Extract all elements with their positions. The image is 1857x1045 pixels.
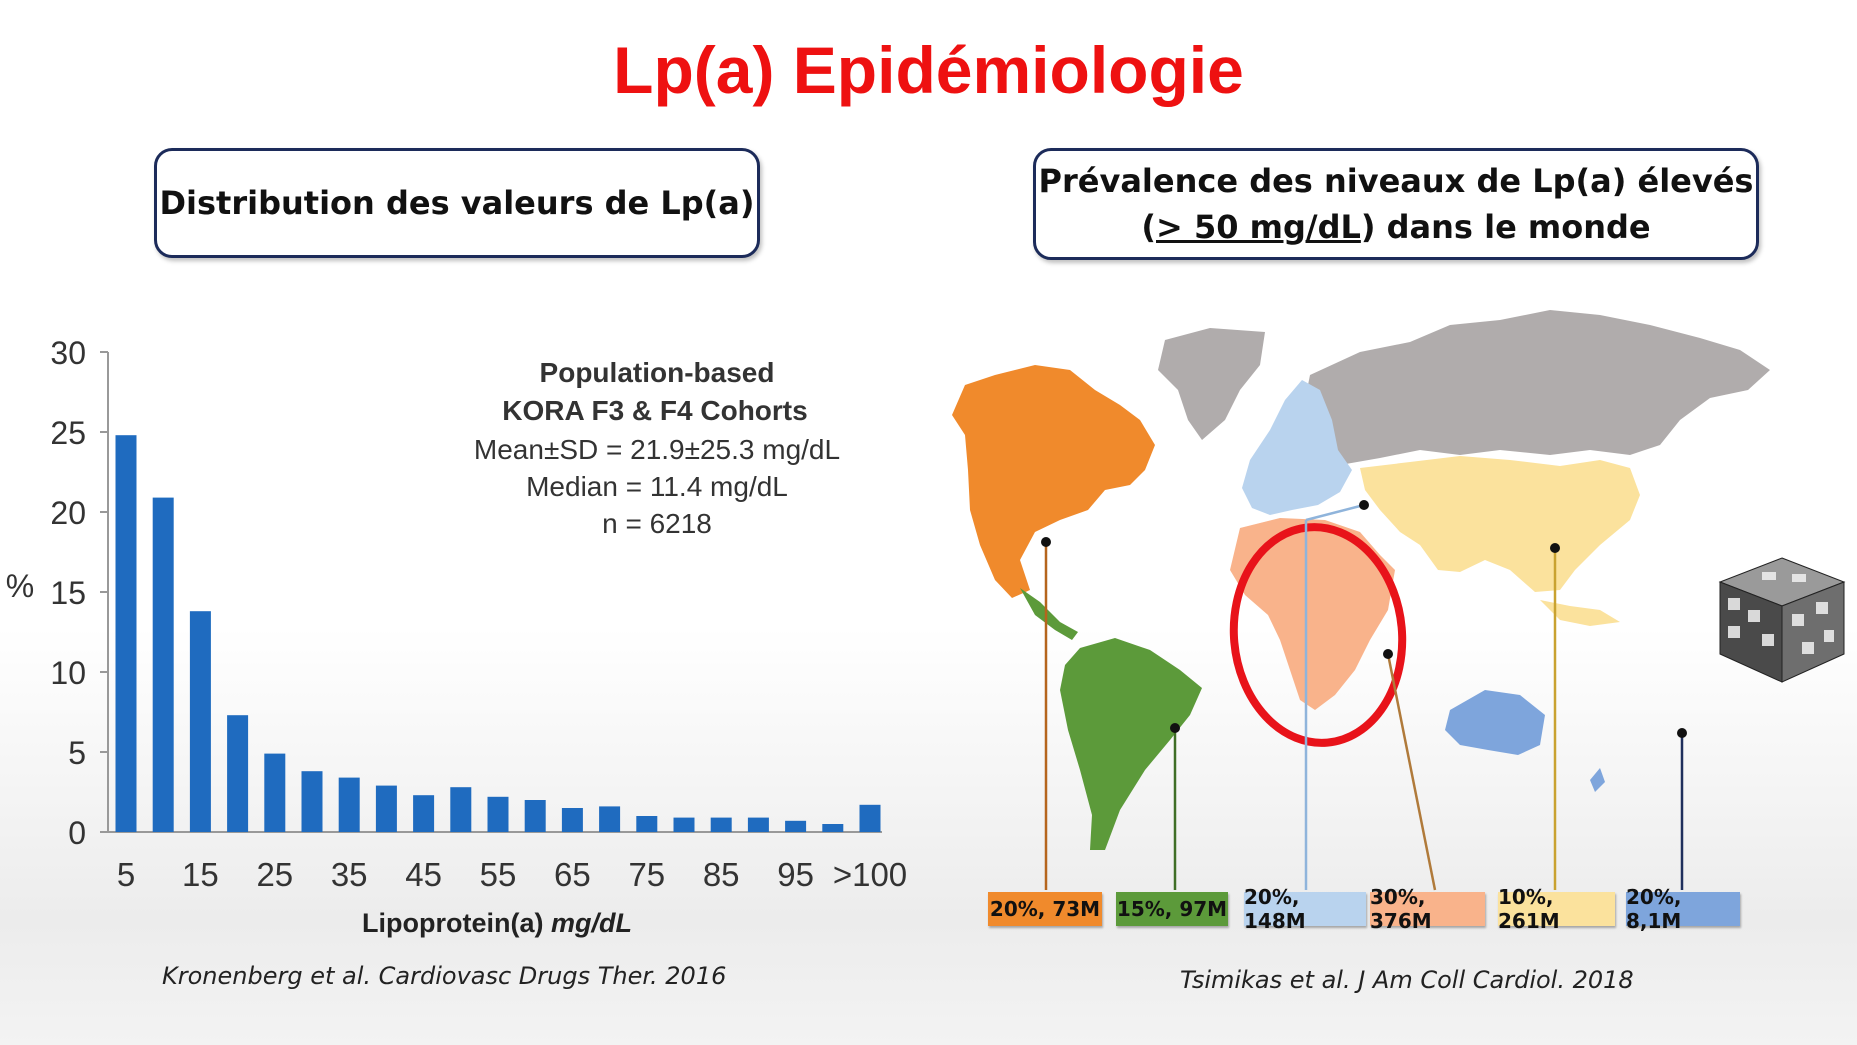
x-tick-label: 35 (331, 856, 368, 893)
x-tick-label: 55 (480, 856, 517, 893)
prevalence-heading-box: Prévalence des niveaux de Lp(a) élevés (… (1033, 148, 1759, 260)
x-tick-label: 45 (405, 856, 442, 893)
asia-region (1360, 456, 1640, 592)
bar-75 (636, 816, 658, 832)
x-axis-label: Lipoprotein(a) mg/dL (362, 908, 632, 938)
new-zealand-region (1590, 768, 1605, 792)
label-africa: 30%, 376M (1370, 885, 1485, 933)
central-america-region (1020, 588, 1078, 640)
y-tick-label: 20 (50, 495, 86, 531)
label-australia: 20%, 8,1M (1626, 885, 1740, 933)
leader-europe (1305, 503, 1365, 522)
bar-25 (264, 753, 286, 832)
marker-asia (1550, 543, 1560, 553)
label-asia: 10%, 261M (1498, 885, 1615, 933)
left-citation: Kronenberg et al. Cardiovasc Drugs Ther.… (162, 962, 727, 990)
region-markers (1041, 500, 1687, 738)
bar-65 (561, 808, 583, 832)
greenland-region (1158, 328, 1265, 440)
x-axis: 5 15 25 35 45 55 65 75 85 95 >100 (117, 856, 907, 893)
label-europe: 20%, 148M (1244, 885, 1366, 933)
bar-50 (450, 787, 472, 832)
annotation-line1: Population-based (540, 357, 775, 388)
y-tick-label: 10 (50, 655, 86, 691)
south-america-region (1060, 638, 1202, 850)
bar-5 (115, 435, 137, 832)
bar-10 (152, 497, 174, 832)
right-citation: Tsimikas et al. J Am Coll Cardiol. 2018 (1180, 966, 1634, 994)
prevalence-heading-line1: Prévalence des niveaux de Lp(a) élevés (1038, 162, 1754, 200)
y-tick-label: 5 (68, 735, 86, 771)
bar-55 (487, 796, 509, 832)
distribution-heading-box: Distribution des valeurs de Lp(a) (154, 148, 760, 258)
bar-95 (785, 820, 807, 832)
north-america-region (952, 365, 1155, 598)
chart-annotation: Population-based KORA F3 & F4 Cohorts Me… (474, 357, 840, 539)
bar-90 (747, 817, 769, 832)
europe-region (1242, 380, 1352, 515)
annotation-line2: KORA F3 & F4 Cohorts (502, 395, 807, 426)
bar-20 (227, 715, 249, 832)
leader-lines (1044, 503, 1684, 891)
x-tick-label: 5 (117, 856, 135, 893)
x-tick-label: 75 (628, 856, 665, 893)
label-north-america: 20%, 73M (988, 892, 1102, 926)
marker-south-america (1170, 723, 1180, 733)
bar-85 (710, 817, 732, 832)
marker-europe (1359, 500, 1369, 510)
annotation-mean: Mean±SD = 21.9±25.3 mg/dL (474, 434, 840, 465)
se-asia-islands (1540, 600, 1620, 626)
y-tick-label: 25 (50, 415, 86, 451)
annotation-n: n = 6218 (602, 508, 712, 539)
x-tick-label: 15 (182, 856, 219, 893)
marker-north-america (1041, 537, 1051, 547)
x-tick-label: 25 (256, 856, 293, 893)
threshold-value: > 50 mg/dL (1156, 208, 1361, 246)
annotation-median: Median = 11.4 mg/dL (526, 471, 788, 502)
marker-australia (1677, 728, 1687, 738)
leader-africa (1386, 653, 1437, 891)
photo-cube-logo (1718, 557, 1846, 683)
bar-15 (189, 611, 211, 832)
bars (115, 435, 881, 832)
x-tick-label: >100 (833, 856, 907, 893)
x-tick-label: 95 (777, 856, 814, 893)
x-tick-label: 65 (554, 856, 591, 893)
bar-100 (822, 824, 844, 832)
bar-35 (338, 777, 360, 832)
x-tick-label: 85 (703, 856, 740, 893)
y-axis: 0 5 10 15 20 25 30 (50, 335, 882, 851)
bar-40 (375, 785, 397, 832)
world-prevalence-map (952, 310, 1770, 891)
bar-30 (301, 771, 323, 832)
y-tick-label: 15 (50, 575, 86, 611)
australia-region (1445, 690, 1545, 755)
bar-70 (599, 806, 621, 832)
y-tick-label: 30 (50, 335, 86, 371)
bar-80 (673, 817, 695, 832)
bar-60 (524, 800, 546, 832)
bar-45 (413, 795, 435, 832)
africa-region (1230, 518, 1395, 710)
label-south-america: 15%, 97M (1116, 892, 1228, 926)
y-axis-label: % (6, 568, 34, 604)
marker-africa (1383, 649, 1393, 659)
russia-region (1305, 310, 1770, 465)
y-tick-label: 0 (68, 815, 86, 851)
bar-gt100 (859, 804, 881, 832)
distribution-heading: Distribution des valeurs de Lp(a) (159, 184, 755, 222)
africa-highlight-circle (1229, 523, 1407, 747)
page-title: Lp(a) Epidémiologie (613, 33, 1244, 107)
prevalence-heading-line2: (> 50 mg/dL) dans le monde (1141, 208, 1651, 246)
